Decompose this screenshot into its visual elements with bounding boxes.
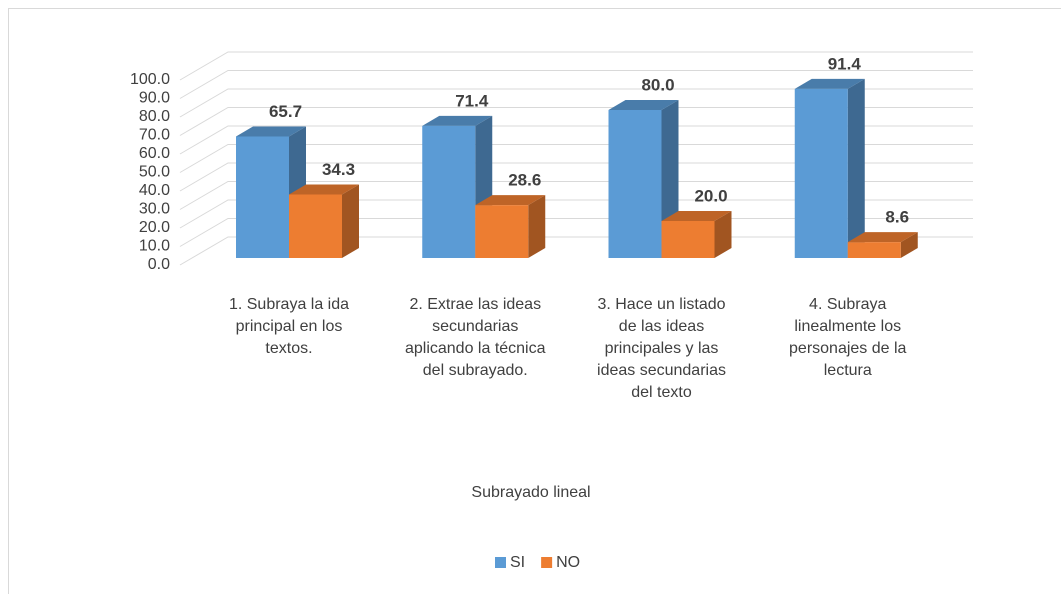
- bar-front: [422, 125, 476, 258]
- bar-top: [475, 195, 546, 206]
- bar-top: [661, 211, 732, 221]
- bar-top: [236, 126, 306, 137]
- x-tick-label: 3. Hace un listado de las ideas principale…: [597, 296, 726, 401]
- bar-front: [847, 242, 901, 258]
- bar-side: [847, 78, 865, 258]
- legend-swatch: [541, 557, 553, 568]
- value-label: 34.3: [322, 160, 355, 179]
- y-tick-label: 90.0: [139, 90, 170, 107]
- y-tick-label: 30.0: [139, 201, 170, 218]
- bar: [475, 195, 546, 258]
- grid-line: [179, 181, 973, 210]
- x-tick-label: 1. Subraya la ida principal en los textos.: [229, 296, 349, 357]
- value-label: 91.4: [828, 54, 862, 73]
- value-label: 20.0: [694, 186, 727, 205]
- bar-side: [900, 232, 918, 258]
- bar-top: [422, 115, 493, 126]
- bar-top: [794, 78, 865, 89]
- bar: [661, 211, 732, 258]
- grid-line: [179, 70, 973, 99]
- bar-front: [794, 88, 848, 258]
- grid-line: [179, 144, 973, 173]
- bar: [847, 232, 918, 258]
- bar: [289, 184, 359, 258]
- y-tick-label: 60.0: [139, 145, 170, 162]
- y-tick-label: 10.0: [139, 238, 170, 255]
- bar-front: [475, 205, 529, 258]
- value-label: 65.7: [269, 102, 302, 121]
- bar-front: [236, 136, 289, 258]
- bar-top: [847, 232, 918, 243]
- x-axis-title: Subrayado lineal: [471, 484, 590, 501]
- bar-top: [608, 100, 679, 110]
- legend-label: NO: [556, 554, 580, 571]
- bar-side: [342, 184, 359, 258]
- grid-line: [179, 88, 973, 118]
- bar-side: [714, 211, 732, 258]
- value-label: 80.0: [641, 75, 674, 94]
- x-tick-label: 2. Extrae las ideas secundarias aplicando …: [405, 296, 546, 379]
- y-tick-label: 80.0: [139, 108, 170, 125]
- bar-front: [289, 194, 342, 258]
- chart-frame: [8, 8, 1061, 594]
- value-label: 8.6: [885, 208, 909, 227]
- grid-line: [179, 107, 973, 136]
- grid-line: [179, 51, 973, 81]
- bar-front: [661, 221, 715, 258]
- grid-line: [179, 162, 973, 192]
- grid-line: [179, 125, 973, 155]
- y-tick-label: 70.0: [139, 127, 170, 144]
- bar-side: [528, 195, 546, 258]
- grid-line: [179, 199, 973, 229]
- legend-swatch: [495, 557, 506, 568]
- bar: [794, 78, 865, 258]
- y-tick-label: 20.0: [139, 219, 170, 236]
- value-label: 71.4: [455, 91, 489, 110]
- y-tick-label: 50.0: [139, 164, 170, 181]
- bar-top: [289, 184, 359, 195]
- y-tick-label: 40.0: [139, 182, 170, 199]
- x-tick-label: 4. Subraya linealmente los personajes de l…: [789, 296, 907, 379]
- value-label: 28.6: [508, 171, 541, 190]
- y-tick-label: 100.0: [130, 71, 170, 88]
- legend-label: SI: [510, 554, 525, 571]
- y-tick-label: 0.0: [148, 256, 170, 273]
- bar-front: [608, 110, 662, 258]
